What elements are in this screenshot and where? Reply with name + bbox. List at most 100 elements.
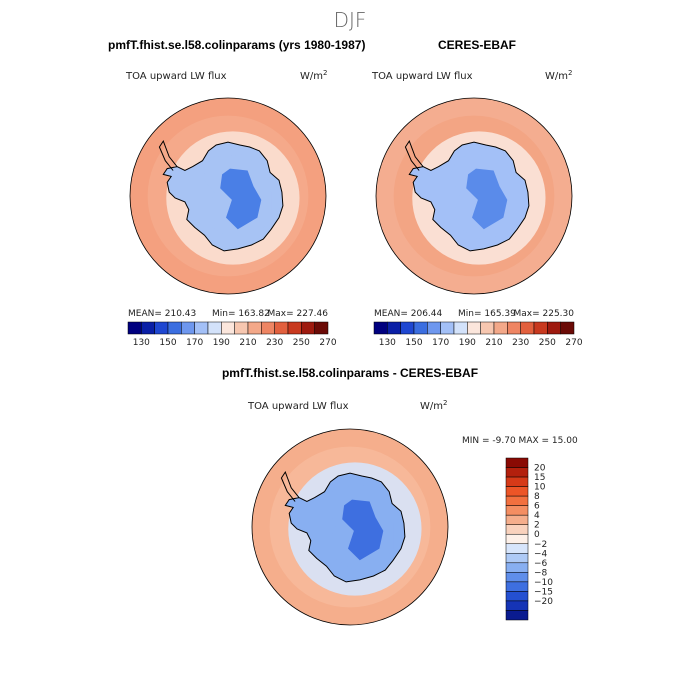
colorbar-swatch [505, 486, 529, 497]
colorbar-swatch [505, 543, 529, 554]
colorbar-tick-label: −6 [534, 559, 548, 569]
coastline-difference [284, 472, 406, 583]
colorbar-swatch [560, 321, 575, 335]
stat-max-obs: Max= 225.30 [514, 309, 575, 319]
colorbar-tick-label: 250 [539, 338, 556, 348]
colorbar-swatch [221, 321, 235, 335]
stat-minmax-difference: MIN = -9.70 MAX = 15.00 [462, 436, 578, 446]
colorbar-tick-label: 210 [239, 338, 256, 348]
colorbar-tick-label: 20 [534, 464, 546, 474]
colorbar-tick-label: 15 [534, 473, 545, 483]
colorbar-swatch [234, 321, 249, 335]
colorbar-swatch [373, 321, 388, 335]
colorbar-tick-label: 190 [459, 338, 476, 348]
colorbar-tick-label: −10 [534, 578, 553, 588]
colorbar-swatch [505, 600, 529, 611]
colorbar-tick-label: 10 [534, 483, 546, 493]
map-boundary-model [129, 97, 327, 295]
colorbar-swatch [247, 321, 262, 335]
colorbar-tick-label: 0 [534, 530, 540, 540]
colorbar-swatch [314, 321, 329, 335]
units-label-difference: W/m2 [420, 399, 447, 412]
colorbar-swatch [505, 581, 529, 592]
map-model [129, 97, 327, 295]
colorbar-swatch [505, 467, 529, 478]
map-boundary-obs [375, 97, 573, 295]
interior-core-obs [466, 168, 508, 230]
colorbar-swatch [194, 321, 209, 335]
colorbar-swatch [505, 572, 529, 583]
stat-min-obs: Min= 165.39 [458, 309, 516, 319]
variable-label-model: TOA upward LW flux [125, 71, 227, 82]
map-obs [375, 97, 573, 295]
colorbar-tick-label: 230 [512, 338, 529, 348]
panel-title-model: pmfT.fhist.se.l58.colinparams (yrs 1980-… [108, 38, 366, 52]
colorbar-tick-label: −15 [534, 587, 553, 597]
colorbar-swatch [520, 321, 535, 335]
colorbar-swatch [301, 321, 315, 335]
interior-core-difference [342, 499, 384, 561]
colorbar-swatch [167, 321, 182, 335]
colorbar-swatch [287, 321, 302, 335]
colorbar-tick-label: 170 [186, 338, 203, 348]
colorbar-tick-label: −2 [534, 540, 547, 550]
colorbar-tick-label: 270 [319, 338, 336, 348]
colorbar-swatch [547, 321, 561, 335]
colorbar-swatch [154, 321, 169, 335]
colorbar-tick-label: 130 [133, 338, 150, 348]
interior-core-model [220, 168, 262, 230]
colorbar-tick-label: 4 [534, 511, 540, 521]
colorbar-tick-label: 150 [159, 338, 176, 348]
main-title: DJF [333, 8, 367, 32]
map-difference [251, 428, 449, 626]
colorbar-swatch [493, 321, 508, 335]
stat-max-model: Max= 227.46 [268, 309, 329, 319]
variable-label-difference: TOA upward LW flux [247, 401, 349, 412]
colorbar-swatch [141, 321, 155, 335]
coastline-obs [408, 141, 530, 252]
peninsula-difference [280, 471, 300, 502]
panel-title-obs: CERES-EBAF [438, 38, 517, 52]
colorbar-swatch [533, 321, 548, 335]
stat-mean-obs: MEAN= 206.44 [374, 309, 443, 319]
coastline-model [162, 141, 284, 252]
colorbar-tick-label: 130 [379, 338, 396, 348]
colorbar-tick-label: −8 [534, 568, 548, 578]
colorbar-swatch [127, 321, 142, 335]
colorbar-swatch [453, 321, 468, 335]
colorbar-swatch [181, 321, 195, 335]
colorbar-tick-label: 190 [213, 338, 230, 348]
colorbar-tick-label: 150 [405, 338, 422, 348]
colorbar-tick-label: −20 [534, 597, 553, 607]
colorbar-swatch [505, 514, 529, 525]
colorbar-tick-label: 6 [534, 502, 540, 512]
colorbar-swatch [440, 321, 455, 335]
colorbar-swatch [505, 524, 529, 535]
colorbar-swatch [400, 321, 415, 335]
colorbar-swatch [505, 457, 529, 468]
colorbar-swatch [507, 321, 521, 335]
units-label-model: W/m2 [300, 69, 327, 82]
stat-mean-model: MEAN= 210.43 [128, 309, 196, 319]
colorbar-swatch [387, 321, 401, 335]
colorbar-tick-label: 8 [534, 492, 540, 502]
panel-title-difference: pmfT.fhist.se.l58.colinparams - CERES-EB… [221, 366, 479, 380]
colorbar-swatch [467, 321, 481, 335]
colorbar-swatch [505, 553, 529, 564]
colorbar-swatch [207, 321, 222, 335]
colorbar-swatch [505, 591, 529, 602]
colorbar-swatch [413, 321, 428, 335]
colorbar-tick-label: 250 [293, 338, 310, 348]
variable-label-obs: TOA upward LW flux [371, 71, 473, 82]
peninsula-model [158, 140, 178, 171]
colorbar-swatch [505, 505, 529, 516]
colorbar-swatch [505, 610, 529, 621]
colorbar-swatch [261, 321, 275, 335]
colorbar-tick-label: −4 [534, 549, 548, 559]
colorbar-swatch [274, 321, 289, 335]
colorbar-tick-label: 170 [432, 338, 449, 348]
colorbar-tick-label: 270 [565, 338, 582, 348]
units-label-obs: W/m2 [545, 69, 572, 82]
colorbar-swatch [505, 562, 529, 573]
